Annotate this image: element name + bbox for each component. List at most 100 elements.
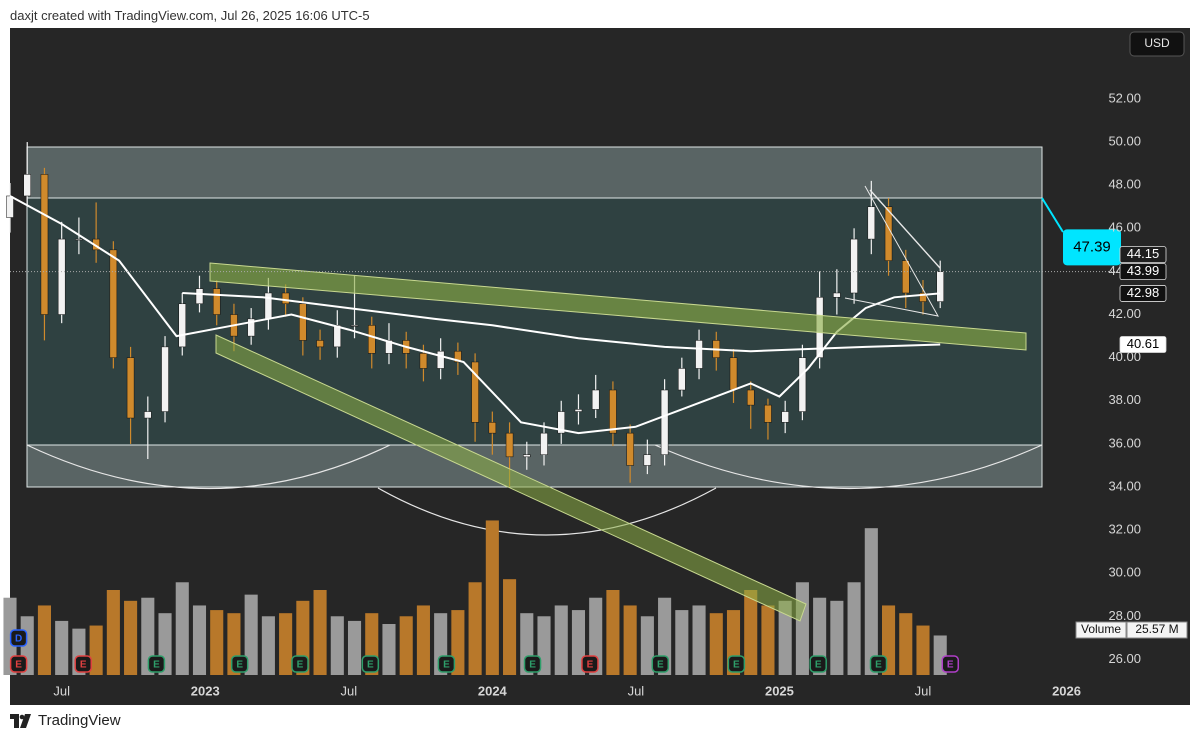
candle-body <box>23 174 31 197</box>
volume-bar <box>503 579 517 675</box>
candle-body <box>678 368 686 391</box>
candle-body <box>798 357 807 412</box>
x-tick-label: Jul <box>628 683 645 698</box>
candle-body <box>471 361 479 423</box>
event-label: E <box>15 660 22 671</box>
candle-body <box>919 292 927 302</box>
volume-bar <box>761 605 775 675</box>
volume-bar <box>124 600 138 675</box>
event-marker[interactable] <box>809 655 827 673</box>
event-marker[interactable] <box>9 655 28 673</box>
candle-body <box>40 174 49 315</box>
candle-body <box>178 303 187 348</box>
event-marker[interactable] <box>361 655 380 673</box>
event-marker[interactable] <box>291 655 309 673</box>
logo <box>10 713 31 728</box>
candle-body <box>936 271 944 302</box>
event-marker[interactable] <box>147 655 166 673</box>
event-marker[interactable] <box>651 655 670 673</box>
candle-body <box>436 350 445 369</box>
price-marker <box>1119 285 1167 302</box>
event-marker[interactable] <box>523 655 542 673</box>
header: daxjt created with TradingView.com, Jul … <box>10 8 370 23</box>
event-marker[interactable] <box>941 655 960 673</box>
volume-value: 25.57 M <box>1135 622 1178 636</box>
event-marker[interactable] <box>74 655 92 673</box>
event-label: E <box>529 660 536 671</box>
volume-bar <box>692 605 706 675</box>
event-label: E <box>733 660 740 671</box>
volume-bar <box>89 625 103 675</box>
event-label: E <box>815 660 822 671</box>
event-marker[interactable] <box>230 655 249 673</box>
candle-body <box>867 206 876 240</box>
volume-bar <box>382 624 396 675</box>
axes: USD Volume 25.57 M 26.00 28.00 30.00 32.00 3… <box>9 31 1188 698</box>
price-marker <box>1119 263 1167 281</box>
volume-bar <box>313 590 327 675</box>
event-label: E <box>657 660 664 671</box>
event-label: E <box>236 660 243 671</box>
drawings-front: 47.39 <box>10 185 1121 622</box>
candle-body <box>57 238 66 315</box>
event-label: E <box>587 660 594 671</box>
candle-body <box>212 288 221 315</box>
x-tick-label: 2023 <box>191 683 220 698</box>
candle-body <box>505 432 514 458</box>
event-label: E <box>153 660 160 671</box>
arc <box>26 444 391 490</box>
zone-upper <box>26 146 1043 199</box>
candle-body <box>523 454 531 458</box>
volume-legend-box <box>1075 621 1127 639</box>
event-label: E <box>367 660 374 671</box>
price-marker-label: 44.15 <box>1127 246 1160 261</box>
event-label: E <box>875 660 882 671</box>
candle-body <box>643 454 652 466</box>
y-tick-label: 30.00 <box>1108 565 1141 580</box>
footer: TradingView <box>10 712 121 729</box>
volume-bar <box>847 582 861 675</box>
chart-background <box>10 28 1190 705</box>
volume-bar <box>778 600 792 675</box>
channel <box>209 262 1027 351</box>
candle-body <box>350 325 359 327</box>
volume-bar <box>244 594 258 675</box>
y-tick-label: 26.00 <box>1108 651 1141 666</box>
channel <box>215 334 807 622</box>
event-marker[interactable] <box>9 629 28 647</box>
y-tick-label: 52.00 <box>1108 90 1141 105</box>
candle-body <box>75 238 83 241</box>
candle-body <box>126 357 135 419</box>
x-tick-label: Jul <box>915 683 932 698</box>
callout-pointer <box>1041 197 1064 233</box>
candle-body <box>884 206 893 261</box>
volume-bar <box>399 616 413 675</box>
y-tick-label: 46.00 <box>1108 220 1141 235</box>
currency-box[interactable] <box>1129 31 1185 57</box>
event-label: E <box>297 660 304 671</box>
candle-body <box>729 357 738 391</box>
event-marker[interactable] <box>437 655 456 673</box>
event-label: E <box>947 660 954 671</box>
candle-body <box>299 303 307 341</box>
volume-bar <box>640 616 654 675</box>
candle-body <box>6 195 14 218</box>
y-tick-label: 50.00 <box>1108 133 1141 148</box>
volume-bar <box>916 625 930 675</box>
event-marker[interactable] <box>727 655 746 673</box>
event-marker[interactable] <box>581 655 599 673</box>
candle-body <box>454 350 462 363</box>
volume-bar <box>675 610 689 675</box>
candle-body <box>850 238 858 294</box>
brand: TradingView <box>38 712 121 729</box>
candle-body <box>574 409 583 412</box>
arc <box>654 444 1043 490</box>
price-series <box>6 142 944 488</box>
x-tick-label: 2026 <box>1052 683 1081 698</box>
moving-average <box>182 292 941 353</box>
callout-label: 47.39 <box>1073 238 1111 255</box>
event-marker[interactable] <box>869 655 888 673</box>
candle-body <box>833 292 841 298</box>
